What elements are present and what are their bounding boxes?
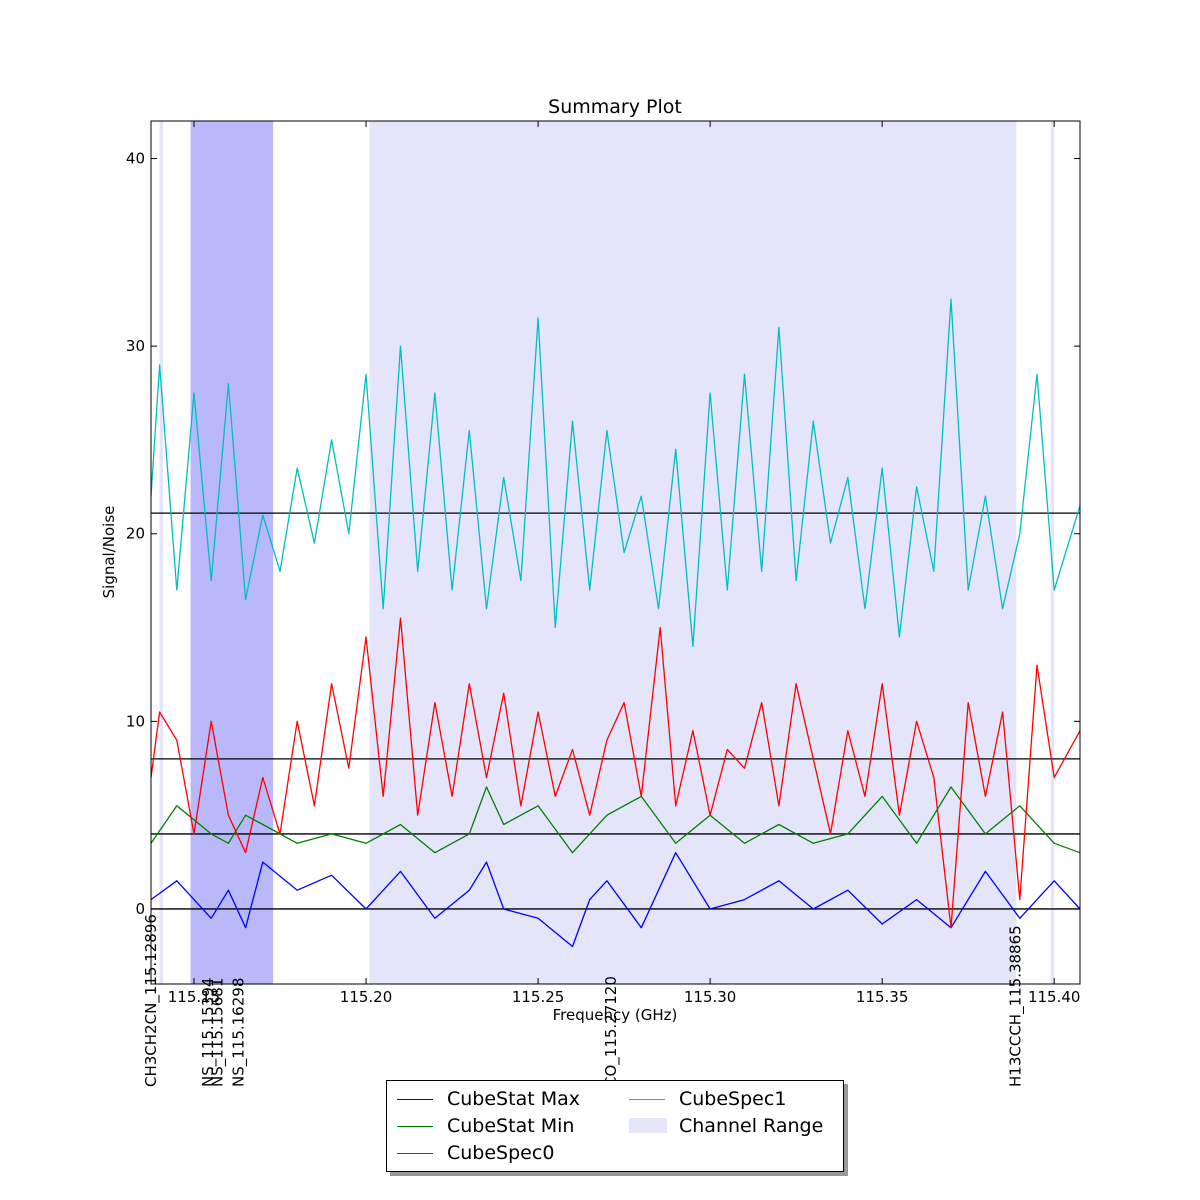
channel-range-band-3 bbox=[1050, 121, 1055, 984]
line-id-label-ns-115-16298: NS_115.16298 bbox=[230, 978, 249, 1087]
legend-swatch-cubespec1 bbox=[629, 1099, 665, 1100]
y-axis-label: Signal/Noise bbox=[100, 506, 118, 599]
legend-swatch-cubestat-min bbox=[397, 1126, 433, 1127]
series-line-cubestat-min bbox=[150, 786, 1081, 854]
y-tick-label: 10 bbox=[126, 712, 145, 730]
series-lines bbox=[150, 298, 1081, 948]
threshold-lines bbox=[151, 512, 1080, 910]
legend-label-channel-range: Channel Range bbox=[679, 1115, 824, 1137]
x-axis-label: Frequency (GHz) bbox=[553, 1006, 678, 1024]
legend-label-cubestat-min: CubeStat Min bbox=[447, 1115, 575, 1137]
line-id-label-h13ccch-115-38865: H13CCCH_115.38865 bbox=[1006, 925, 1025, 1087]
y-tick-label: 20 bbox=[126, 525, 145, 543]
y-tick-label: 40 bbox=[126, 150, 145, 168]
x-tick-label: 115.30 bbox=[684, 988, 737, 1006]
line-id-label-co-115-27120: CO_115.27120 bbox=[602, 976, 621, 1087]
chart-legend: CubeStat Max CubeStat Min CubeSpec0 Cube… bbox=[386, 1080, 844, 1172]
line-id-label-ch3ch2cn-115-12896: CH3CH2CN_115.12896 bbox=[142, 914, 161, 1087]
x-tick-label: 115.20 bbox=[340, 988, 393, 1006]
series-line-cubespec1 bbox=[150, 298, 1081, 647]
legend-swatch-channel-range bbox=[629, 1118, 667, 1133]
chart-title: Summary Plot bbox=[548, 96, 682, 118]
x-tick-label: 115.35 bbox=[856, 988, 909, 1006]
plot-frame bbox=[150, 120, 1081, 985]
legend-label-cubespec1: CubeSpec1 bbox=[679, 1088, 787, 1110]
legend-swatch-cubestat-max bbox=[397, 1099, 433, 1100]
y-axis-ticks: 0 10 20 30 40 bbox=[126, 150, 1080, 918]
channel-range-band-0 bbox=[159, 121, 164, 984]
line-id-label-ns-115-15394: NS_115.15394 bbox=[199, 978, 218, 1087]
legend-label-cubestat-max: CubeStat Max bbox=[447, 1088, 580, 1110]
series-line-cubespec0 bbox=[150, 617, 1081, 929]
x-axis-ticks: 115.15 115.20 115.25 115.30 115.35 115.40 bbox=[168, 121, 1081, 1006]
y-tick-label: 0 bbox=[135, 900, 145, 918]
y-tick-label: 30 bbox=[126, 337, 145, 355]
line-identifications: CH3CH2CN_115.12896 NS_115.15394NS_115.156… bbox=[142, 914, 1025, 1087]
legend-label-cubespec0: CubeSpec0 bbox=[447, 1142, 555, 1164]
x-tick-label: 115.25 bbox=[512, 988, 565, 1006]
line-id-label-ns-115-15681: NS_115.15681 bbox=[208, 978, 227, 1087]
channel-range-band-1 bbox=[190, 121, 274, 984]
x-tick-label: 115.40 bbox=[1028, 988, 1081, 1006]
channel-range-band-2 bbox=[369, 121, 1017, 984]
series-line-cubestat-max bbox=[150, 852, 1081, 948]
legend-swatch-cubespec0 bbox=[397, 1153, 433, 1154]
x-tick-label: 115.15 bbox=[168, 988, 221, 1006]
